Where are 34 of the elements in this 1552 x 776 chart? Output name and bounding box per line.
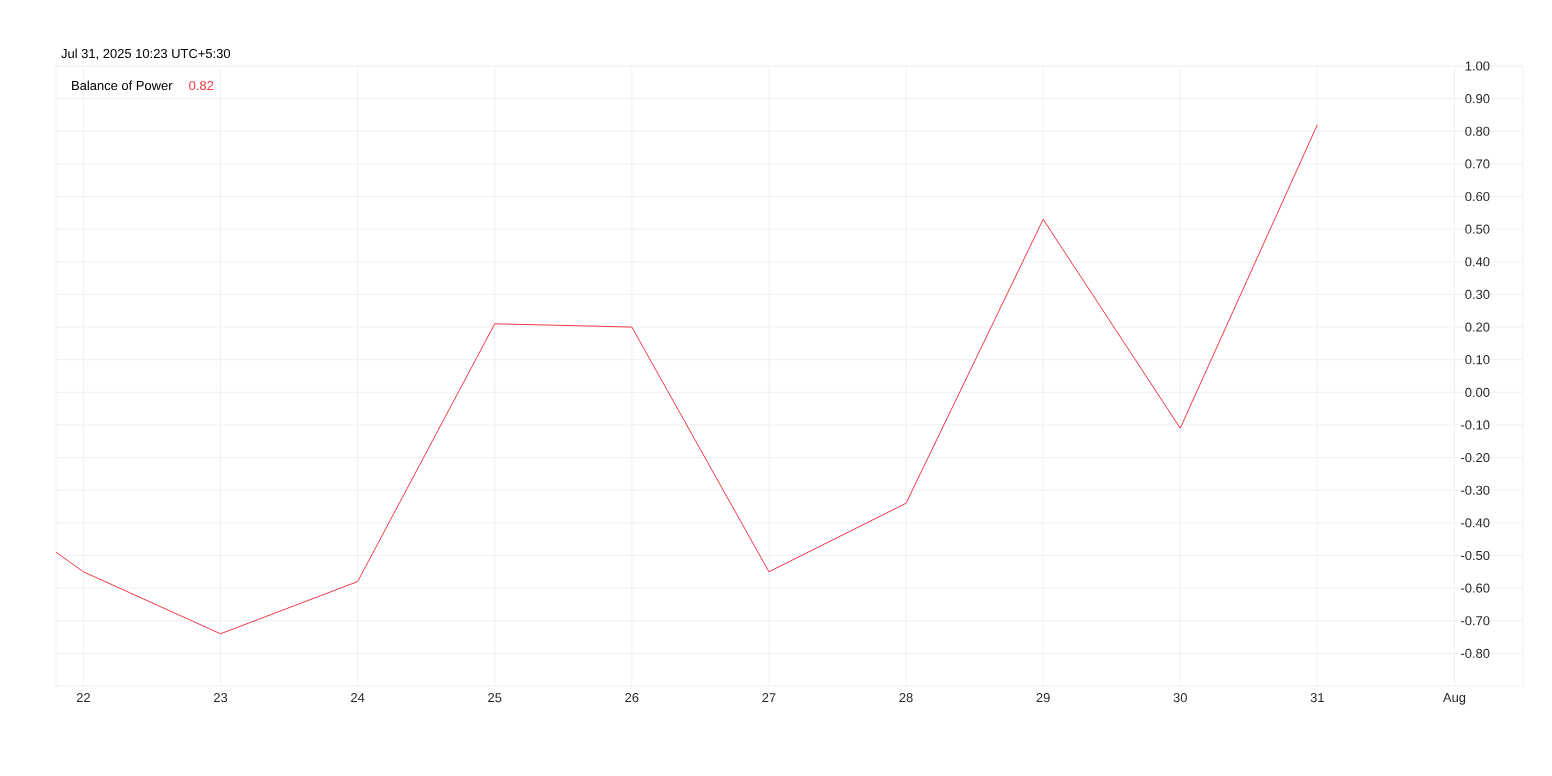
y-tick-label: -0.30 (1461, 485, 1490, 495)
line-series (56, 124, 1318, 635)
text: Jul 31, 2025 10:23 UTC+5:30 (61, 48, 231, 60)
y-tick-label: 0.40 (1465, 257, 1490, 267)
x-tick-label: 27 (762, 693, 776, 703)
x-tick-label: Aug (1442, 693, 1466, 705)
x-tick-label: 22 (76, 693, 90, 703)
y-tick-label: -0.20 (1461, 453, 1490, 463)
y-tick-label: 0.00 (1465, 387, 1490, 397)
text: Balance of Power (72, 80, 173, 91)
y-tick-label: 0.20 (1465, 322, 1490, 332)
y-tick-label: 0.80 (1465, 126, 1490, 136)
y-tick-label: 0.90 (1465, 94, 1490, 104)
y-tick-label: 0.60 (1465, 191, 1490, 202)
y-tick-label: -0.50 (1461, 550, 1490, 561)
x-tick-label: 31 (1310, 693, 1324, 703)
x-tick-label: 28 (899, 693, 913, 703)
x-tick-label: 30 (1173, 693, 1187, 703)
y-tick-label: -0.60 (1461, 583, 1490, 593)
x-tick-label: 23 (213, 693, 228, 703)
y-tick-label: -0.70 (1461, 616, 1490, 626)
y-tick-label: 1.00 (1465, 61, 1490, 71)
y-tick-label: -0.10 (1461, 420, 1490, 430)
x-tick-label: 26 (625, 693, 639, 703)
y-tick-label: -0.80 (1461, 648, 1490, 658)
y-tick-label: 0.70 (1465, 159, 1490, 169)
y-tick-label: 0.30 (1465, 289, 1490, 299)
x-tick-label: 29 (1036, 693, 1050, 703)
x-tick-label: 24 (351, 693, 365, 703)
y-tick-label: -0.40 (1461, 518, 1490, 528)
annotation: 0.82 (189, 80, 214, 91)
y-tick-label: 0.10 (1465, 355, 1490, 365)
y-tick-label: 0.50 (1465, 224, 1490, 234)
x-tick-label: 25 (488, 693, 502, 703)
